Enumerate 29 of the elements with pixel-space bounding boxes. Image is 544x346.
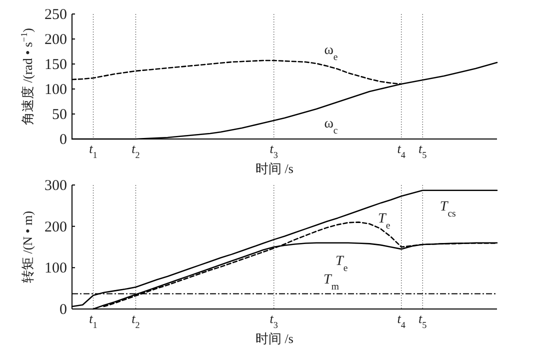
x-tick-label: t$_{4}$ — [397, 141, 406, 160]
y-tick-label: 200 — [44, 32, 67, 48]
ref-line-label: T$_{m}$ — [324, 272, 340, 292]
x-tick-label: t$_{5}$ — [418, 141, 428, 160]
x-tick-label: t$_{2}$ — [132, 311, 140, 330]
y-tick-label: 50 — [52, 107, 67, 123]
y-tick-label: 150 — [44, 57, 67, 73]
x-tick-label: t$_{4}$ — [397, 311, 406, 330]
y-axis-title: 转矩 /(N • m) — [20, 210, 35, 284]
series-label: T$_{e}$ — [336, 254, 348, 274]
x-tick-label: t$_{3}$ — [270, 141, 278, 160]
y-tick-label: 100 — [44, 260, 67, 277]
y-tick-label: 300 — [44, 178, 67, 194]
series-label: ω$_{e}$ — [324, 43, 338, 62]
x-tick-label: t$_{5}$ — [418, 311, 428, 330]
x-tick-label: t$_{2}$ — [132, 141, 140, 160]
y-tick-label: 0 — [60, 132, 67, 148]
y-tick-label: 0 — [60, 302, 67, 318]
x-axis-title: 时间 /s — [256, 331, 294, 346]
series-label: ω$_{c}$ — [324, 116, 338, 136]
y-tick-label: 200 — [44, 219, 67, 236]
series-label: T$_{e}$ — [378, 211, 391, 231]
x-tick-label: t$_{3}$ — [270, 311, 278, 330]
y-tick-label: 250 — [44, 7, 67, 23]
x-axis-title: 时间 /s — [256, 161, 294, 176]
x-tick-label: t$_{1}$ — [89, 311, 98, 330]
x-tick-label: t$_{1}$ — [89, 141, 98, 160]
y-tick-label: 100 — [44, 82, 67, 98]
series-label: T$_{cs}$ — [440, 199, 456, 219]
